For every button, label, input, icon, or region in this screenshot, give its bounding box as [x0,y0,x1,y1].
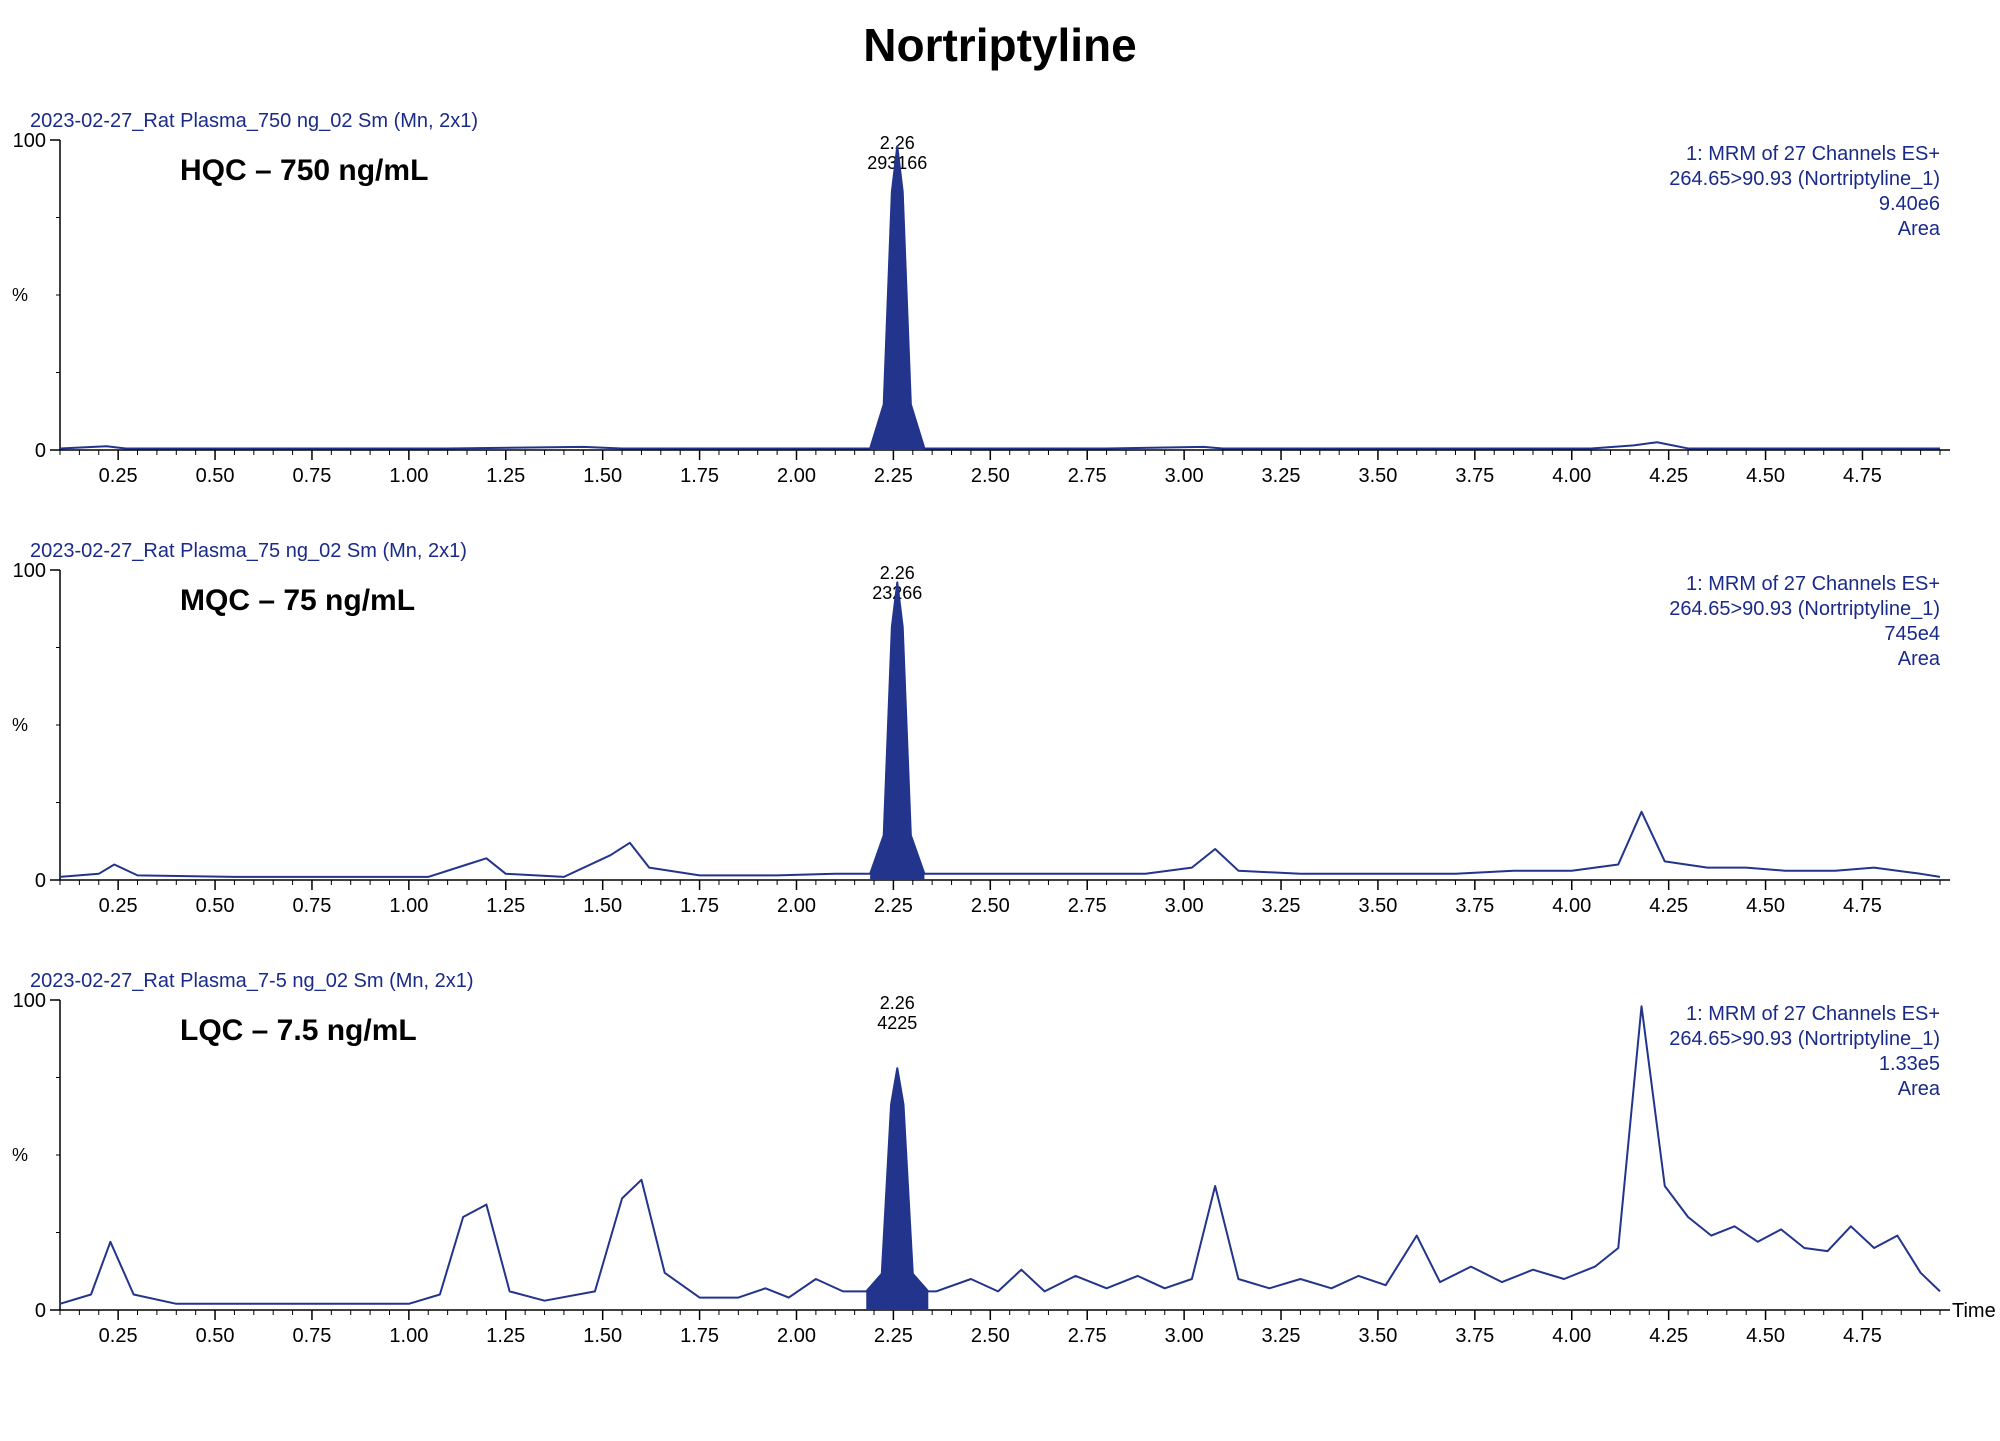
x-tick-label: 4.50 [1746,1325,1785,1347]
chromatogram-trace [60,1006,1940,1304]
x-tick-label: 4.00 [1552,1325,1591,1347]
x-tick-label: 0.50 [196,1325,235,1347]
x-tick-label: 1.00 [389,1325,428,1347]
x-tick-label: 4.75 [1843,1325,1882,1347]
x-tick-label: 3.50 [1358,1325,1397,1347]
chromatogram-plot: 0 100% 0.25 0.50 0.75 1.00 1.25 1.50 1.75 2.00 2.2… [0,0,2000,1441]
x-tick-label: 2.25 [874,1325,913,1347]
x-tick-label: 0.75 [292,1325,331,1347]
integrated-peak [866,1068,928,1310]
x-tick-label: 3.25 [1262,1325,1301,1347]
x-tick-label: 3.75 [1455,1325,1494,1347]
x-tick-label: 4.25 [1649,1325,1688,1347]
x-tick-label: 2.75 [1068,1325,1107,1347]
y-axis-label: % [12,1145,28,1165]
y-tick-label: 0 [35,1300,46,1322]
x-tick-label: 3.00 [1165,1325,1204,1347]
x-tick-label: 1.75 [680,1325,719,1347]
x-tick-label: 2.50 [971,1325,1010,1347]
y-tick-label: 100 [13,990,46,1012]
x-tick-label: 1.25 [486,1325,525,1347]
x-tick-label: 1.50 [583,1325,622,1347]
x-tick-label: 0.25 [99,1325,138,1347]
x-tick-label: 2.00 [777,1325,816,1347]
